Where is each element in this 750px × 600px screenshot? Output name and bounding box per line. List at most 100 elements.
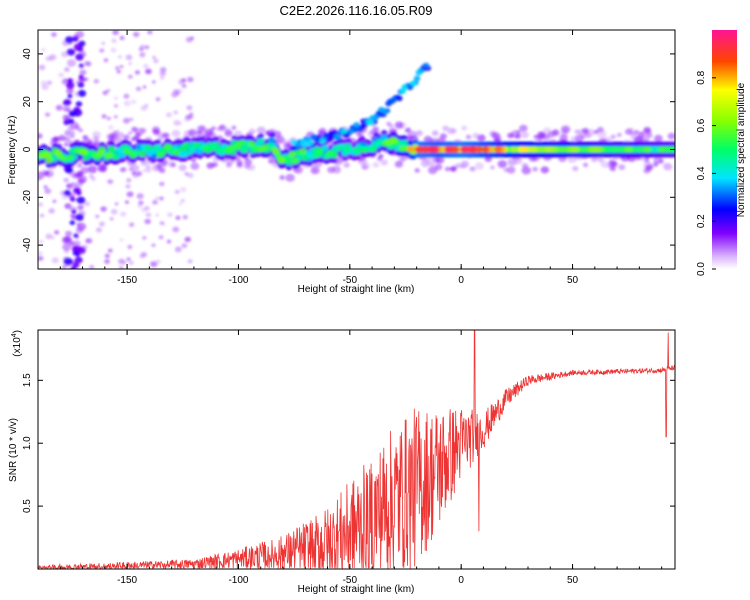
heatmap-cell bbox=[226, 162, 232, 168]
heatmap-cell bbox=[127, 244, 133, 250]
heatmap-cell bbox=[459, 146, 468, 153]
heatmap-cell bbox=[68, 118, 75, 124]
heatmap-cell bbox=[345, 138, 352, 144]
heatmap-cell bbox=[150, 157, 157, 164]
heatmap-cell bbox=[43, 185, 48, 189]
colorbar-tick-label-2: 0.4 bbox=[696, 166, 707, 180]
heatmap-cell bbox=[481, 146, 490, 153]
heatmap-cell bbox=[212, 136, 219, 142]
heatmap-cell bbox=[158, 167, 166, 174]
heatmap-cell bbox=[219, 124, 225, 130]
heatmap-cell bbox=[41, 84, 49, 91]
heatmap-cell bbox=[82, 154, 91, 161]
heatmap-cell bbox=[233, 130, 243, 138]
heatmap-cell bbox=[306, 161, 313, 167]
heatmap-cell bbox=[625, 146, 633, 153]
heatmap-cell bbox=[151, 243, 156, 248]
heatmap-cell bbox=[119, 167, 126, 173]
heatmap-cell bbox=[184, 236, 191, 243]
heatmap-cell bbox=[78, 40, 86, 47]
heatmap-cell bbox=[138, 47, 144, 52]
heatmap-cell bbox=[166, 112, 173, 118]
heatmap-cell bbox=[181, 243, 188, 249]
heatmap-cell bbox=[644, 158, 650, 163]
heatmap-cell bbox=[185, 114, 192, 120]
heatmap-cell bbox=[667, 132, 675, 140]
heatmap-cell bbox=[155, 213, 160, 217]
heatmap-cell bbox=[507, 158, 517, 166]
heatmap-cell bbox=[540, 166, 550, 174]
heatmap-x-tick-label-1: -100 bbox=[228, 275, 248, 286]
heatmap-cell bbox=[174, 189, 180, 194]
heatmap-cell bbox=[38, 202, 44, 207]
heatmap-cell bbox=[153, 58, 159, 64]
heatmap-cell bbox=[181, 156, 188, 162]
heatmap-cell bbox=[84, 201, 91, 207]
heatmap-cell bbox=[119, 238, 124, 242]
heatmap-cell bbox=[435, 156, 445, 164]
heatmap-cell bbox=[38, 171, 45, 180]
heatmap-cell bbox=[475, 146, 484, 153]
heatmap-x-tick-label-2: -50 bbox=[343, 275, 358, 286]
heatmap-cell bbox=[218, 155, 226, 161]
heatmap-cell bbox=[75, 53, 84, 61]
heatmap-cell bbox=[414, 168, 420, 173]
snr-y-ticks: 0.5 1.0 1.5 bbox=[22, 373, 675, 513]
heatmap-cell bbox=[256, 126, 266, 135]
heatmap-cell bbox=[134, 70, 141, 75]
heatmap-cell bbox=[77, 82, 85, 88]
heatmap-cell bbox=[104, 253, 110, 259]
heatmap-cell bbox=[457, 141, 464, 147]
heatmap-cell bbox=[159, 221, 164, 225]
heatmap-cell bbox=[128, 61, 133, 66]
heatmap-cell bbox=[159, 71, 166, 77]
snr-series-line bbox=[38, 330, 675, 569]
heatmap-cell bbox=[159, 66, 167, 73]
heatmap-cell bbox=[65, 166, 74, 174]
heatmap-cell bbox=[76, 170, 84, 178]
heatmap-cell bbox=[140, 160, 147, 166]
heatmap-cell bbox=[520, 146, 529, 153]
heatmap-cell bbox=[93, 135, 100, 142]
heatmap-cell bbox=[372, 126, 379, 132]
heatmap-cell bbox=[145, 164, 151, 169]
heatmap-cell bbox=[102, 90, 108, 96]
heatmap-cell bbox=[239, 135, 246, 141]
heatmap-cell bbox=[111, 159, 118, 165]
heatmap-cell bbox=[109, 217, 114, 221]
heatmap-cell bbox=[77, 222, 87, 231]
heatmap-cell bbox=[112, 153, 120, 160]
heatmap-cell bbox=[70, 266, 77, 269]
heatmap-cell bbox=[61, 51, 69, 58]
heatmap-cell bbox=[652, 162, 659, 167]
heatmap-cell bbox=[67, 78, 73, 83]
heatmap-cell bbox=[654, 134, 663, 143]
heatmap-cell bbox=[333, 133, 341, 140]
heatmap-cell bbox=[62, 243, 72, 251]
heatmap-cell bbox=[72, 36, 79, 42]
heatmap-cell bbox=[172, 149, 181, 156]
heatmap-cell bbox=[66, 87, 74, 94]
heatmap-cell bbox=[301, 142, 309, 148]
heatmap-cell bbox=[122, 117, 130, 124]
heatmap-cell bbox=[646, 132, 653, 139]
heatmap-cell bbox=[125, 184, 131, 189]
heatmap-cell bbox=[39, 213, 45, 218]
heatmap-cell bbox=[611, 146, 619, 153]
heatmap-cell bbox=[394, 121, 404, 129]
heatmap-cell bbox=[124, 200, 130, 204]
heatmap-cell bbox=[78, 74, 84, 79]
heatmap-cell bbox=[78, 178, 85, 184]
heatmap-cell bbox=[45, 233, 53, 240]
heatmap-cell bbox=[624, 128, 633, 135]
heatmap-cell bbox=[85, 61, 92, 67]
heatmap-cell bbox=[342, 147, 351, 154]
heatmap-cell bbox=[381, 108, 389, 114]
heatmap-cell bbox=[460, 160, 470, 168]
heatmap-cell bbox=[69, 220, 76, 226]
heatmap-cell bbox=[172, 226, 180, 233]
heatmap-cell bbox=[285, 173, 295, 182]
heatmap-cell bbox=[581, 127, 590, 134]
heatmap-cell bbox=[126, 257, 131, 262]
heatmap-cell bbox=[158, 235, 164, 240]
